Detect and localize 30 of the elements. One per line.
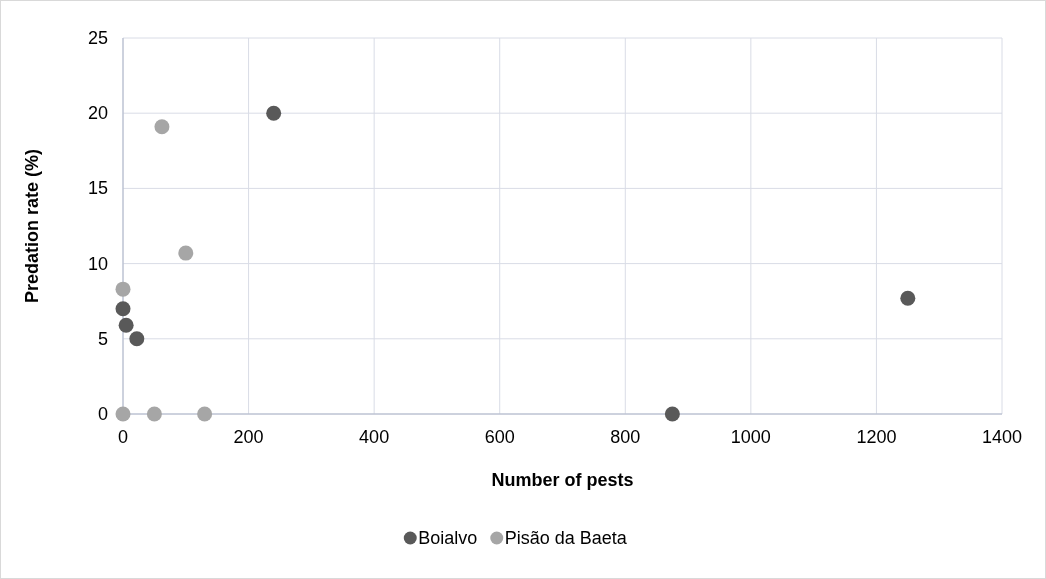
x-tick-label: 400	[359, 427, 390, 447]
point	[266, 105, 282, 121]
legend-label: Pisão da Baeta	[504, 528, 628, 548]
point	[664, 406, 680, 422]
point	[197, 406, 213, 422]
point	[146, 406, 162, 422]
x-tick-label: 800	[610, 427, 641, 447]
y-tick-label: 20	[87, 103, 108, 124]
y-tick-label: 5	[97, 328, 108, 349]
x-tick-label: 600	[484, 427, 515, 447]
y-axis-title: Predation rate (%)	[22, 148, 42, 304]
point	[115, 281, 131, 297]
y-tick-label: 15	[87, 178, 108, 199]
x-tick-label: 1200	[856, 427, 897, 447]
point	[115, 406, 131, 422]
x-tick-label: 200	[233, 427, 264, 447]
y-tick-label: 0	[97, 404, 108, 424]
x-tick-label: 1000	[730, 427, 771, 447]
point	[115, 301, 131, 317]
legend-label: Boialvo	[418, 528, 478, 548]
point	[900, 290, 916, 306]
point	[118, 317, 134, 333]
point	[154, 119, 170, 135]
x-tick-label: 0	[117, 427, 129, 447]
point	[129, 331, 145, 347]
y-tick-label: 10	[87, 253, 108, 274]
x-tick-label: 1400	[981, 427, 1023, 447]
point	[178, 245, 194, 261]
x-axis-title: Number of pests	[491, 470, 634, 490]
y-tick-label: 25	[87, 28, 108, 48]
